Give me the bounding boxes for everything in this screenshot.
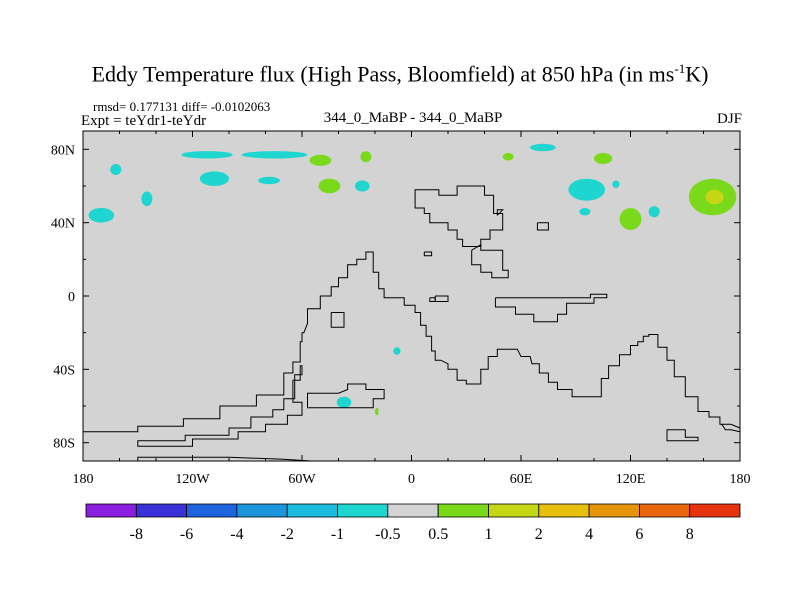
y-tick-label: 0 xyxy=(68,290,75,305)
title-superscript: -1 xyxy=(674,61,686,76)
colorbar-swatch xyxy=(437,503,489,518)
colorbar-swatch xyxy=(538,503,590,518)
coastline xyxy=(496,209,504,216)
anomaly-patch xyxy=(241,151,308,159)
y-tick-label: 40S xyxy=(53,363,75,378)
coastline xyxy=(423,251,433,257)
colorbar-label: 6 xyxy=(635,526,643,543)
coastline xyxy=(414,185,504,247)
plot-title: Eddy Temperature flux (High Pass, Bloomf… xyxy=(0,56,800,87)
anomaly-patch xyxy=(181,151,233,159)
coastline xyxy=(434,295,449,302)
colorbar-label: 8 xyxy=(686,526,694,543)
colorbar-swatch xyxy=(387,503,439,518)
anomaly-patch xyxy=(88,208,115,223)
colorbar-swatch xyxy=(689,503,741,518)
map-background xyxy=(83,131,740,461)
stats-text: rmsd= 0.177131 diff= -0.0102063 xyxy=(93,99,271,114)
x-tick-label: 180 xyxy=(730,472,751,487)
anomaly-patch xyxy=(375,407,379,416)
anomaly-patch xyxy=(568,178,605,201)
colorbar-label: 1 xyxy=(485,526,493,543)
experiment-label: Expt = teYdr1-teYdr xyxy=(81,113,207,129)
anomaly-patch xyxy=(360,151,372,163)
anomaly-patch xyxy=(393,347,401,355)
coastline xyxy=(471,243,509,279)
anomaly-patch xyxy=(318,178,341,194)
anomaly-patch xyxy=(199,171,229,186)
colorbar-swatch xyxy=(639,503,691,518)
colorbar-swatch xyxy=(488,503,540,518)
colorbar-swatch xyxy=(286,503,338,518)
title-main: Eddy Temperature flux (High Pass, Bloomf… xyxy=(91,61,675,87)
subtitle: 344_0_MaBP - 344_0_MaBP xyxy=(323,110,503,126)
colorbar-swatch xyxy=(588,503,640,518)
colorbar-swatch xyxy=(186,503,238,518)
coastline xyxy=(494,293,608,323)
colorbar-label: 0.5 xyxy=(428,526,448,543)
y-tick-label: 40N xyxy=(51,217,75,232)
anomaly-patch xyxy=(309,154,332,166)
x-tick-label: 60W xyxy=(288,472,316,487)
coastline xyxy=(536,222,549,231)
anomaly-patch xyxy=(336,396,352,408)
colorbar-label: -8 xyxy=(130,526,143,543)
x-tick-label: 180 xyxy=(73,472,94,487)
colorbar-swatch xyxy=(135,503,188,518)
anomaly-patch xyxy=(502,153,514,161)
anomaly-patch xyxy=(354,180,370,192)
anomaly-patch xyxy=(594,153,613,164)
y-tick-label: 80S xyxy=(53,437,75,452)
colorbar-swatch xyxy=(236,503,288,518)
colorbar-label: -0.5 xyxy=(375,526,400,543)
anomaly-patch xyxy=(619,208,642,230)
anomaly-patch xyxy=(110,164,122,175)
colorbar-label: 4 xyxy=(585,526,593,543)
coastline xyxy=(307,383,385,409)
x-tick-label: 0 xyxy=(408,472,415,487)
coastline xyxy=(137,456,312,462)
anomaly-patch xyxy=(258,176,280,185)
coastline xyxy=(666,429,699,442)
y-tick-label: 80N xyxy=(51,143,75,158)
colorbar-label: -4 xyxy=(230,526,243,543)
coastline xyxy=(137,365,303,447)
x-tick-label: 120W xyxy=(175,472,210,487)
x-tick-label: 120E xyxy=(616,472,646,487)
colorbar-label: 2 xyxy=(535,526,543,543)
colorbar-swatch xyxy=(85,503,137,518)
anomaly-patch xyxy=(705,189,724,205)
anomaly-patch xyxy=(612,180,620,188)
colorbar-label: -2 xyxy=(281,526,294,543)
colorbar-label: -1 xyxy=(331,526,344,543)
anomaly-patch xyxy=(579,208,591,216)
x-tick-label: 60E xyxy=(510,472,533,487)
colorbar-label: -6 xyxy=(180,526,193,543)
colorbar-swatch xyxy=(337,503,389,518)
anomaly-patch xyxy=(141,191,153,207)
coastline xyxy=(721,424,741,433)
anomaly-patch xyxy=(530,143,556,152)
coastline xyxy=(330,312,345,328)
season-label: DJF xyxy=(716,111,742,127)
anomaly-patch xyxy=(648,206,660,218)
coastline xyxy=(82,251,741,433)
title-end: K) xyxy=(685,61,709,87)
